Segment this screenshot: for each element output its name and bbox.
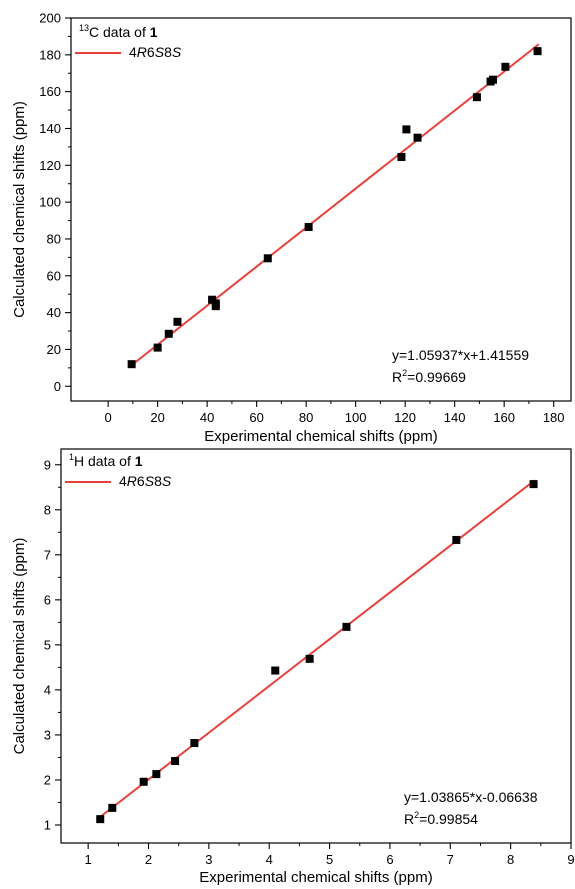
y-tick-label: 40 [47,305,61,320]
x-tick-label: 9 [567,852,574,867]
data-point [164,329,173,338]
y-tick-label: 140 [39,121,61,136]
data-point [397,153,406,162]
x-tick-label: 2 [145,852,152,867]
y-tick-label: 20 [47,342,61,357]
y-tick-label: 160 [39,84,61,99]
data-point [402,125,411,134]
data-point [108,803,117,812]
x-tick-label: 140 [444,410,466,425]
data-point [127,360,136,369]
y-tick-label: 60 [47,268,61,283]
y-tick-label: 100 [39,195,61,210]
r-squared: R2=0.99669 [392,368,466,385]
data-point [305,654,314,663]
fit-line [129,43,540,367]
x-tick-label: 6 [386,852,393,867]
c13-panel: 0 20 40 60 80 100 120 140 160 180 0 20 40 60 80 100 120 1… [11,11,572,445]
plot-frame [60,448,572,844]
data-point [304,222,313,231]
y-tick-label: 80 [47,231,61,246]
h1-panel: 1 2 3 4 5 6 7 8 9 1 2 3 4 5 6 7 8 9 Experimental chemical … [11,448,575,886]
data-point [139,777,148,786]
x-tick-label: 40 [200,410,214,425]
x-axis-title: Experimental chemical shifts (ppm) [204,428,437,445]
data-point [271,666,280,675]
fit-line [99,479,536,818]
y-tick-label: 7 [44,547,51,562]
x-tick-label: 120 [394,410,416,425]
data-point [342,622,351,631]
y-tick-label: 180 [39,47,61,62]
y-axis-title: Calculated chemical shifts (ppm) [11,101,28,318]
y-tick-label: 6 [44,592,51,607]
data-point [263,254,272,263]
legend-data-label: 13C data of 1 [79,23,158,40]
data-point [413,133,422,142]
x-tick-label: 60 [249,410,263,425]
fit-equation: y=1.05937*x+1.41559 [392,347,529,363]
data-point [533,47,542,56]
r-squared: R2=0.99854 [404,810,478,827]
data-point [501,62,510,71]
y-tick-label: 9 [44,457,51,472]
data-point [171,757,180,766]
data-point [452,535,461,544]
y-axis-title: Calculated chemical shifts (ppm) [11,538,28,755]
data-point [96,815,105,824]
data-point [472,93,481,102]
data-point [173,317,182,326]
x-tick-label: 20 [150,410,164,425]
x-tick-label: 180 [543,410,565,425]
y-tick-label: 200 [39,11,61,26]
x-tick-label: 160 [493,410,515,425]
x-tick-label: 80 [299,410,313,425]
x-tick-label: 100 [345,410,367,425]
data-point [211,299,220,308]
data-point [152,770,161,779]
y-tick-label: 2 [44,772,51,787]
legend-fit-label: 4R6S8S [129,44,182,60]
legend-data-label: 1H data of 1 [69,452,143,469]
y-tick-label: 5 [44,637,51,652]
data-point [529,480,538,489]
fit-equation: y=1.03865*x-0.06638 [404,789,538,805]
data-point [153,343,162,352]
x-tick-label: 0 [105,410,112,425]
x-axis-title: Experimental chemical shifts (ppm) [199,869,432,886]
x-tick-label: 5 [326,852,333,867]
data-point [190,739,199,748]
legend-fit-label: 4R6S8S [119,473,172,489]
x-tick-label: 7 [447,852,454,867]
data-point [489,75,498,84]
y-tick-label: 120 [39,158,61,173]
y-tick-label: 8 [44,502,51,517]
x-tick-label: 3 [205,852,212,867]
y-tick-label: 0 [54,379,61,394]
y-tick-label: 3 [44,727,51,742]
x-tick-label: 1 [85,852,92,867]
plot-frame [70,17,572,402]
y-tick-label: 1 [44,817,51,832]
x-tick-label: 4 [266,852,273,867]
y-tick-label: 4 [44,682,51,697]
x-tick-label: 8 [507,852,514,867]
